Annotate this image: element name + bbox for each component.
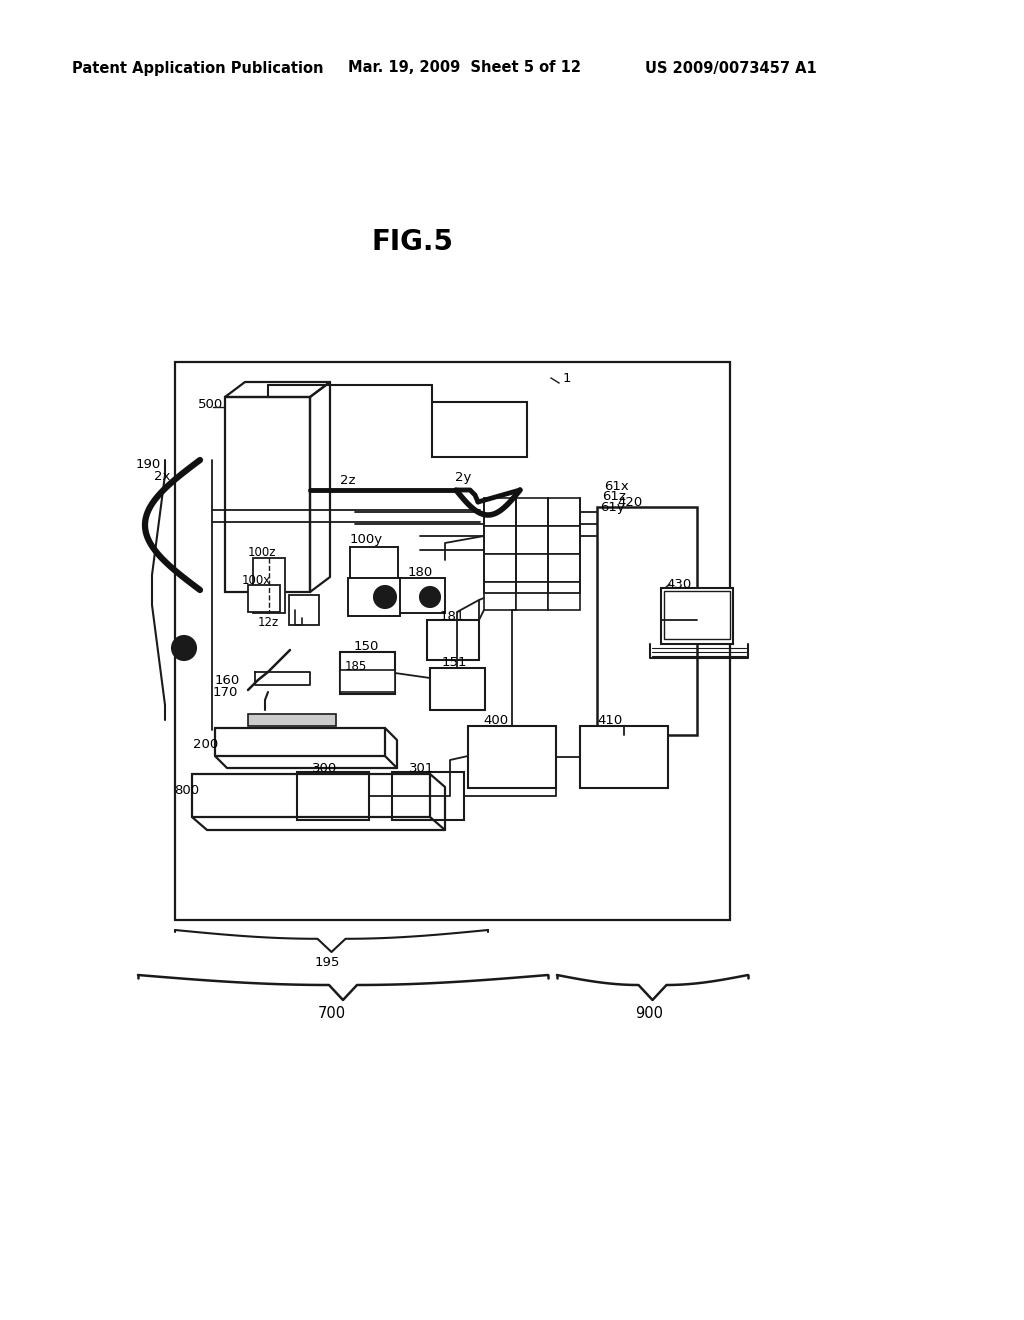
Text: 301: 301 [409,762,434,775]
Text: 100y: 100y [350,533,383,546]
Text: Patent Application Publication: Patent Application Publication [72,61,324,75]
Bar [430,668,485,710]
Bar [432,403,527,457]
Bar [468,726,556,788]
Bar [484,554,516,582]
Text: 181: 181 [440,610,465,623]
Text: 900: 900 [635,1006,663,1020]
Bar [248,714,336,726]
Text: 12z: 12z [258,615,280,628]
Text: 400: 400 [483,714,508,727]
Bar [516,554,548,582]
Bar [548,525,580,554]
Bar [664,591,730,639]
Bar [516,582,548,610]
Text: 300: 300 [312,762,337,775]
Bar [348,578,400,616]
Text: 430: 430 [666,578,691,590]
Text: 195: 195 [315,956,340,969]
Text: 190: 190 [136,458,161,471]
Bar [340,671,395,692]
Text: Mar. 19, 2009  Sheet 5 of 12: Mar. 19, 2009 Sheet 5 of 12 [348,61,581,75]
Text: US 2009/0073457 A1: US 2009/0073457 A1 [645,61,817,75]
Text: 185: 185 [345,660,368,672]
Bar [248,585,280,612]
Text: 2y: 2y [455,470,471,483]
Text: FIG.5: FIG.5 [371,228,453,256]
Circle shape [420,587,440,607]
Bar [340,652,395,694]
Bar [548,498,580,525]
Bar [548,554,580,582]
Text: 1: 1 [563,372,571,385]
Text: 200: 200 [193,738,218,751]
Text: 700: 700 [318,1006,346,1020]
Circle shape [172,636,196,660]
Bar [289,595,319,624]
Text: 61x: 61x [604,479,629,492]
Circle shape [374,586,396,609]
Bar [392,772,464,820]
Text: 100x: 100x [242,574,271,587]
Bar [484,498,516,525]
Text: 410: 410 [597,714,623,727]
Bar [516,525,548,554]
Text: 100z: 100z [248,545,276,558]
Text: 61z: 61z [602,491,626,503]
Circle shape [379,591,391,603]
Bar [253,558,285,612]
Text: 61y: 61y [600,502,625,515]
Bar [548,582,580,610]
Bar [297,772,369,820]
Bar [484,582,516,610]
Text: 160: 160 [215,673,241,686]
Bar [597,507,697,735]
Text: 420: 420 [617,495,642,508]
Bar [516,498,548,525]
Text: 2z: 2z [340,474,355,487]
Text: 180: 180 [408,566,433,579]
Circle shape [177,642,191,655]
Text: 151: 151 [442,656,468,669]
Bar [175,362,730,920]
Bar [580,726,668,788]
Bar [397,578,445,612]
Bar [427,620,479,660]
Text: 170: 170 [213,685,239,698]
Text: 500: 500 [198,399,223,412]
Bar [350,546,398,602]
Text: 800: 800 [174,784,199,796]
Circle shape [425,591,435,602]
Text: 150: 150 [354,640,379,653]
Bar [484,525,516,554]
Text: 2x: 2x [154,470,170,483]
Bar [225,397,310,591]
Bar [662,587,733,644]
